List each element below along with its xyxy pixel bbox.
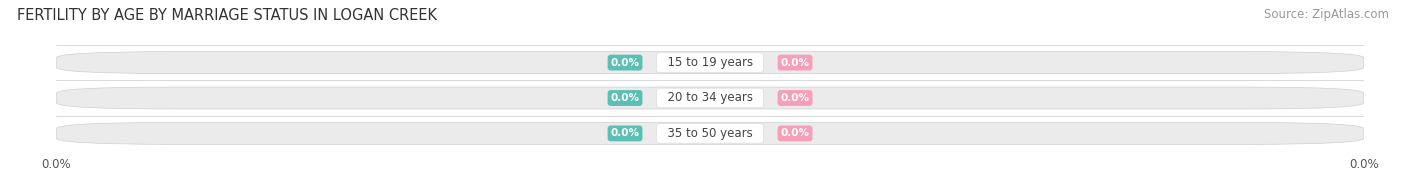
- Text: FERTILITY BY AGE BY MARRIAGE STATUS IN LOGAN CREEK: FERTILITY BY AGE BY MARRIAGE STATUS IN L…: [17, 8, 437, 23]
- Text: 20 to 34 years: 20 to 34 years: [659, 92, 761, 104]
- Text: 35 to 50 years: 35 to 50 years: [659, 127, 761, 140]
- FancyBboxPatch shape: [56, 52, 1364, 74]
- Text: Source: ZipAtlas.com: Source: ZipAtlas.com: [1264, 8, 1389, 21]
- Text: 0.0%: 0.0%: [780, 58, 810, 68]
- Text: 0.0%: 0.0%: [780, 93, 810, 103]
- Text: 15 to 19 years: 15 to 19 years: [659, 56, 761, 69]
- Text: 0.0%: 0.0%: [610, 128, 640, 138]
- FancyBboxPatch shape: [56, 87, 1364, 109]
- FancyBboxPatch shape: [56, 122, 1364, 144]
- Text: 0.0%: 0.0%: [780, 128, 810, 138]
- Text: 0.0%: 0.0%: [610, 58, 640, 68]
- Text: 0.0%: 0.0%: [610, 93, 640, 103]
